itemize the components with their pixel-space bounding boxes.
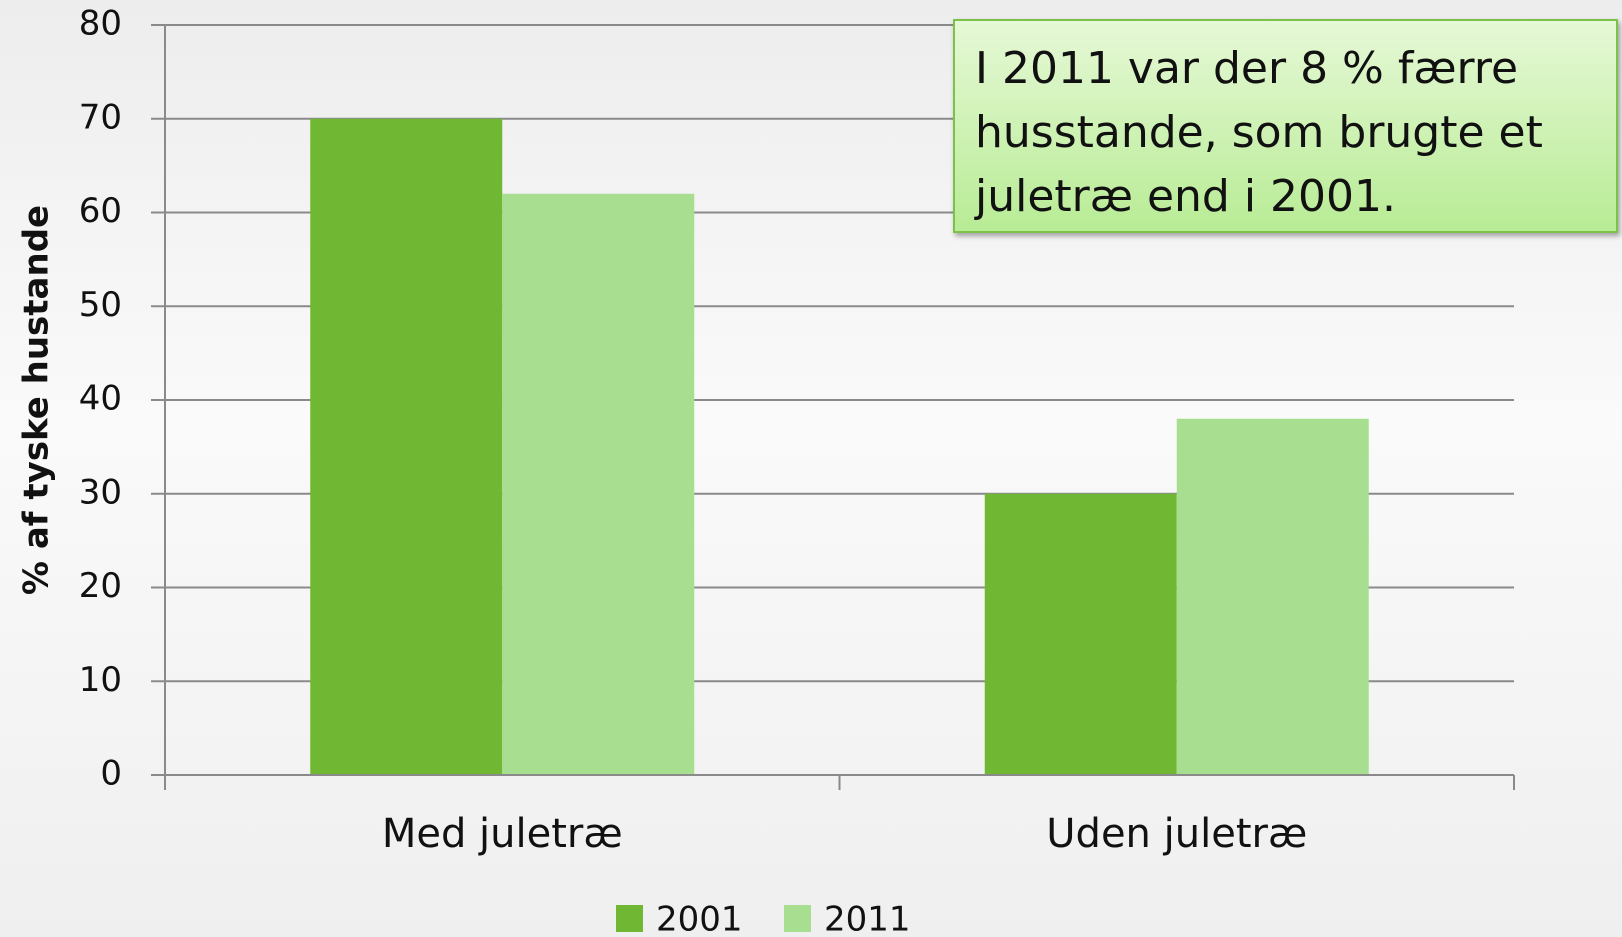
x-tick-label: Med juletræ [382, 811, 623, 857]
x-tick-label: Uden juletræ [1046, 811, 1307, 857]
legend-swatch [784, 905, 811, 932]
y-tick-label: 50 [79, 285, 122, 325]
y-tick-label: 0 [100, 754, 122, 794]
bar [310, 118, 503, 775]
y-tick-label: 40 [79, 379, 122, 419]
y-tick-label: 80 [79, 4, 122, 44]
y-tick-label: 30 [79, 472, 122, 512]
bar [502, 193, 695, 775]
y-tick-label: 70 [79, 97, 122, 137]
legend-label: 2001 [656, 900, 743, 937]
bar [1176, 418, 1369, 775]
y-tick-label: 60 [79, 191, 122, 231]
annotation: I 2011 var der 8 % færre husstande, som … [953, 19, 1618, 233]
y-axis-label: % af tyske hustande [17, 205, 57, 595]
bar [984, 493, 1177, 775]
y-tick-label: 20 [79, 566, 122, 606]
y-tick-label: 10 [79, 660, 122, 700]
legend-label: 2011 [824, 900, 911, 937]
legend-swatch [616, 905, 643, 932]
